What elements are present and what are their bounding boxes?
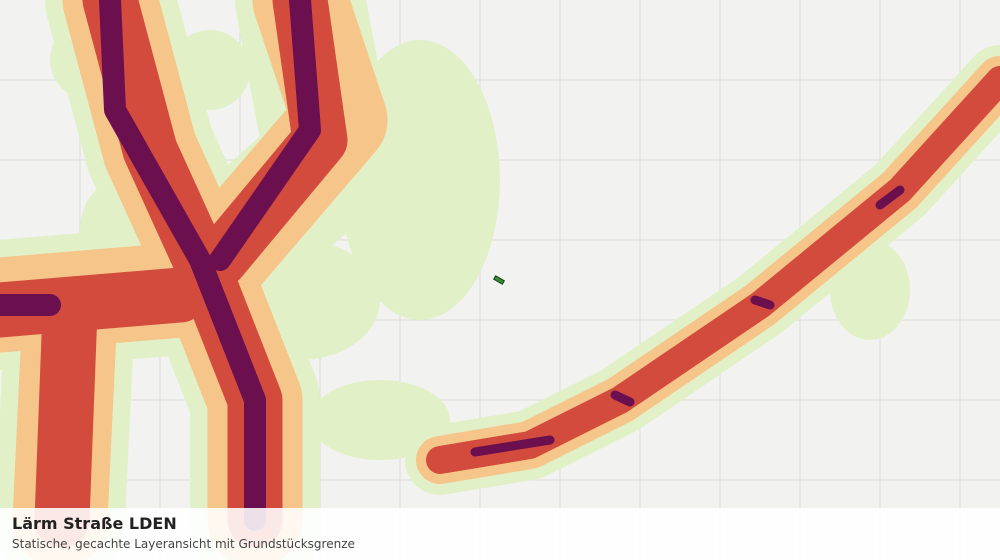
road-east <box>405 45 1000 495</box>
info-panel: Lärm Straße LDEN Statische, gecachte Lay… <box>0 508 1000 560</box>
layer-subtitle: Statische, gecachte Layeransicht mit Gru… <box>12 537 355 551</box>
parcel-marker <box>492 275 506 285</box>
layer-title: Lärm Straße LDEN <box>12 514 177 533</box>
road-west <box>0 0 395 560</box>
